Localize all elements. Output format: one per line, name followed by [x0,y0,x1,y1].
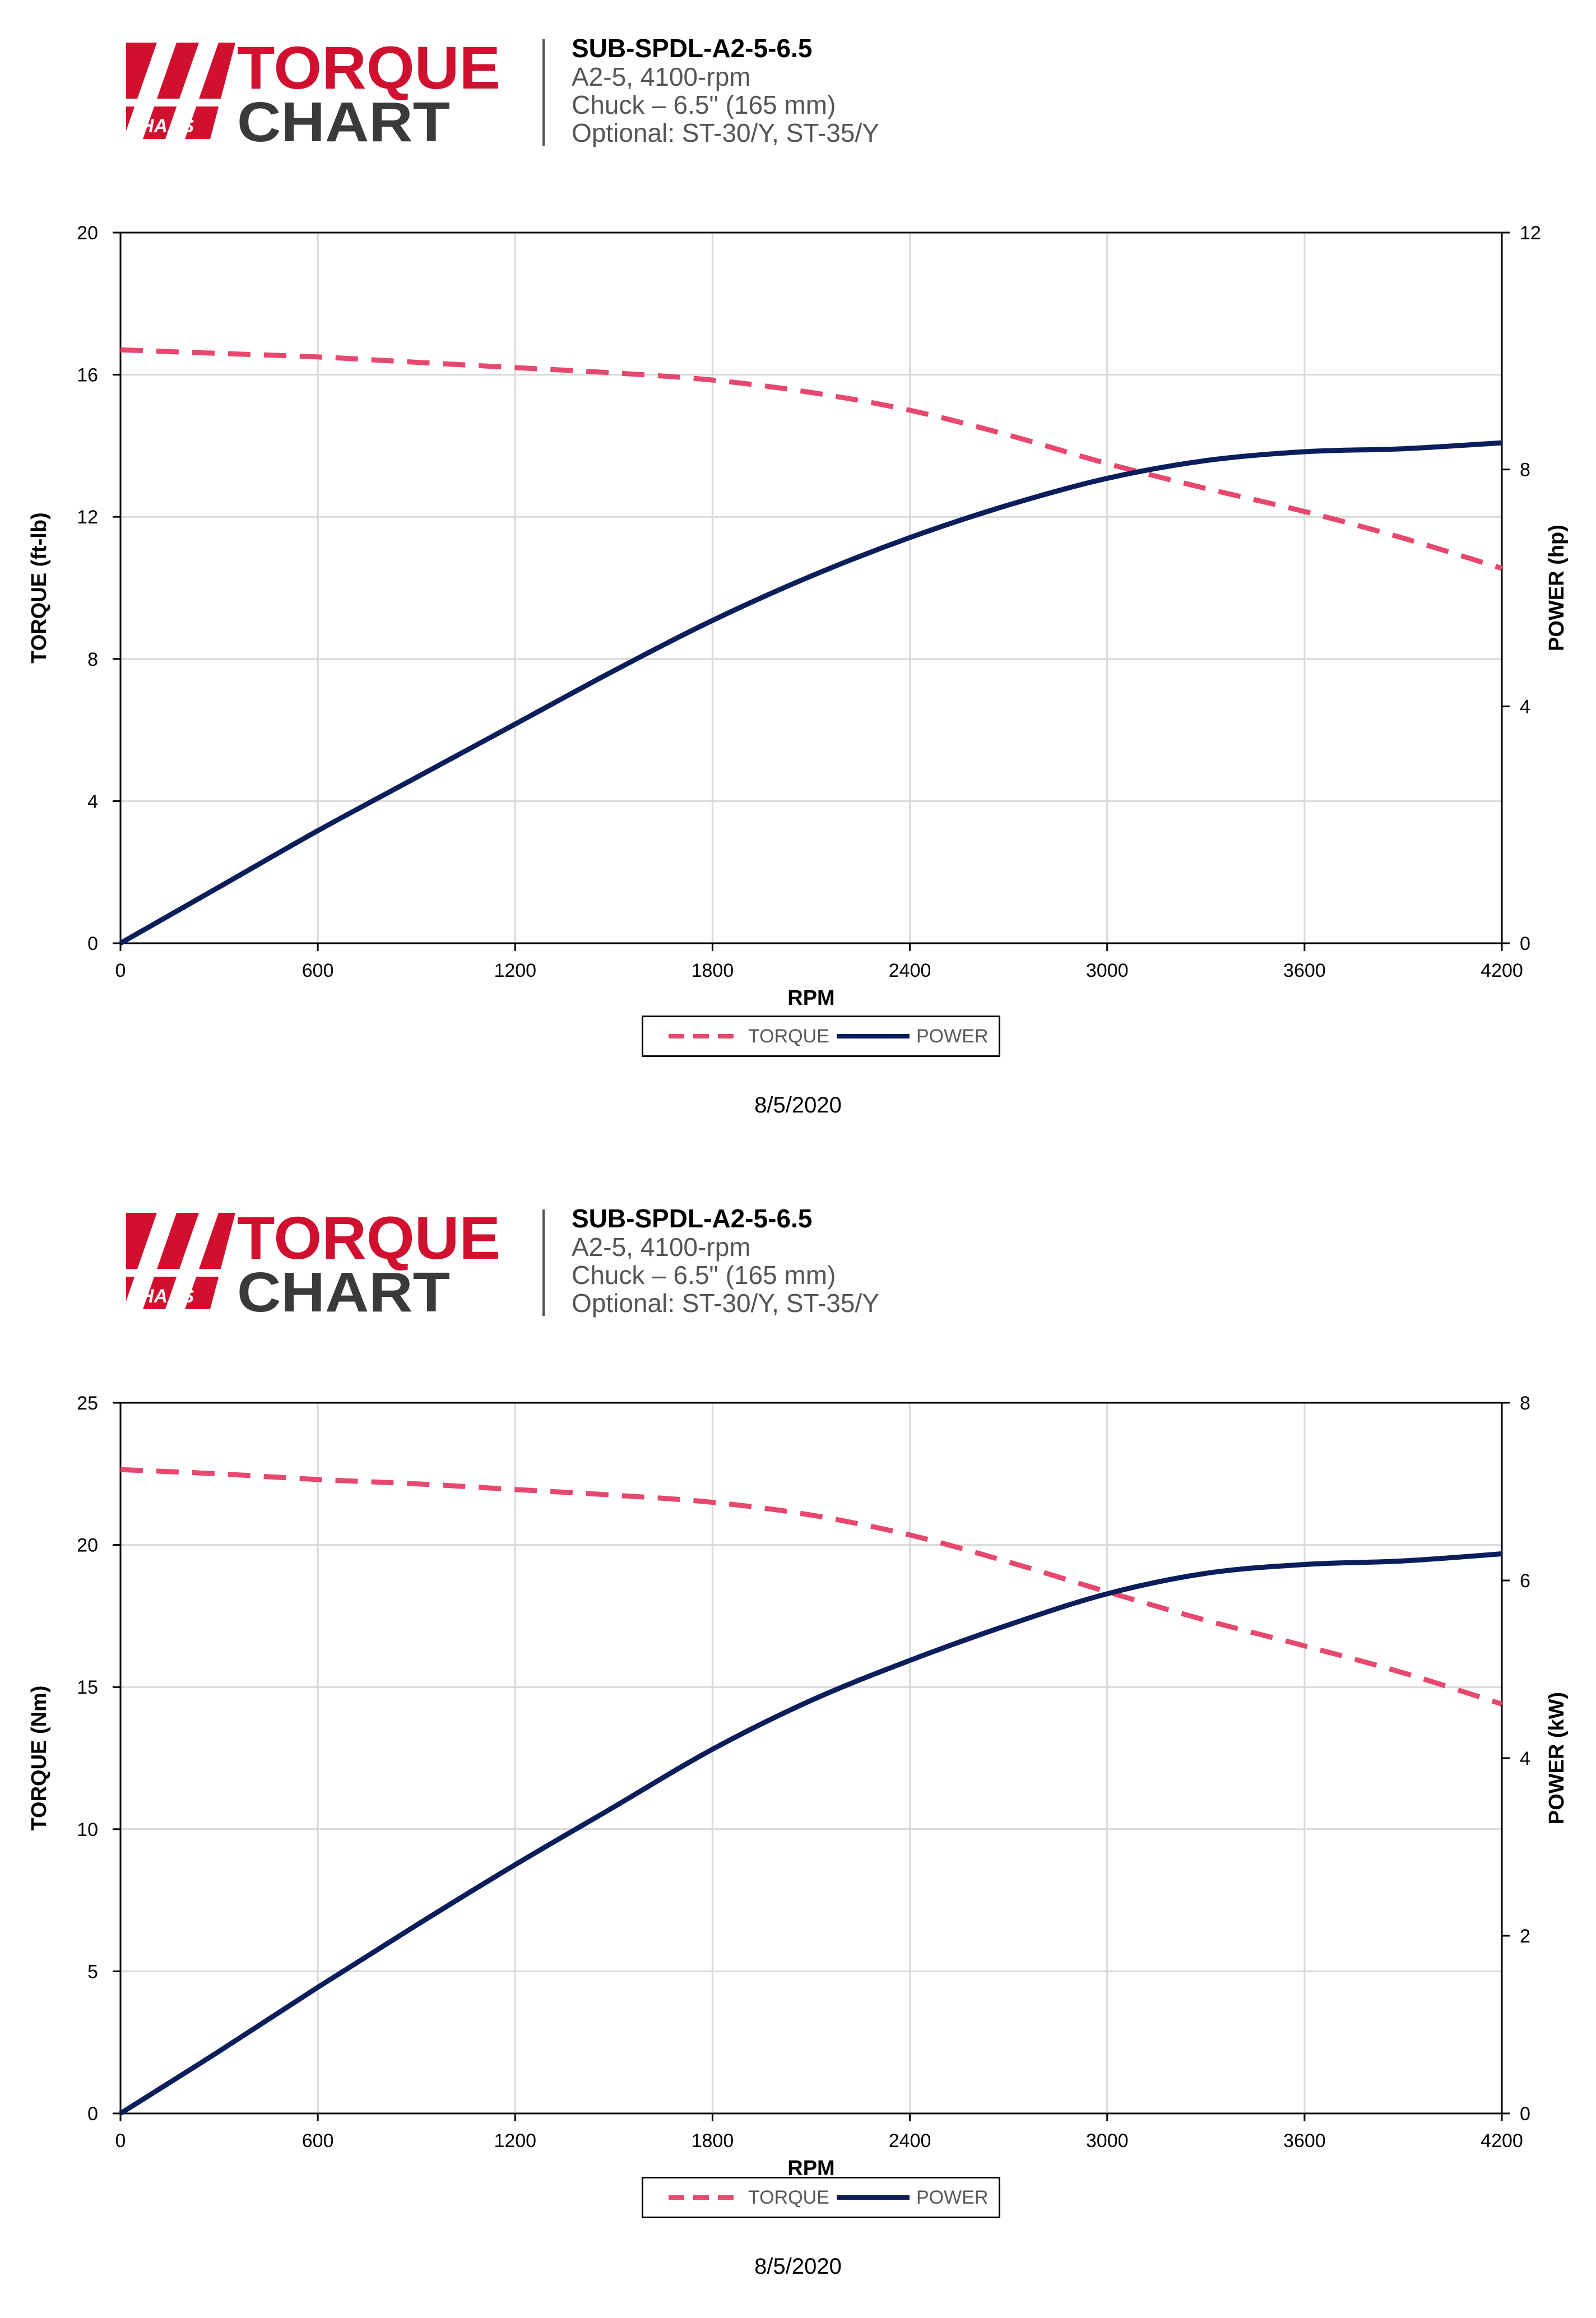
x-tick-label: 3000 [1086,2130,1129,2152]
y-tick-label: 15 [77,1677,98,1698]
plot-frame [119,231,1503,944]
legend-label-power: POWER [916,2186,989,2208]
legend-swatch-power [837,2195,910,2200]
legend-item-power: POWER [837,2178,988,2217]
header-divider [542,39,545,146]
y2-tick-label: 0 [1520,2103,1530,2125]
x-axis-label: RPM [787,2157,834,2180]
power-series-line [119,1551,1502,2116]
y-tick-label: 10 [77,1819,98,1841]
x-tick-label: 3600 [1283,960,1326,981]
y2-tick-label: 6 [1520,1570,1530,1592]
y2-tick-label: 2 [1520,1926,1530,1947]
logo-word-torque: TORQUE [237,34,500,101]
chart-date: 8/5/2020 [754,1093,842,1118]
plot-frame [119,1402,1503,2115]
y-tick-label: 5 [87,1961,98,1982]
y2-tick-label: 0 [1520,933,1530,954]
x-tick-label: 4200 [1481,960,1523,981]
y2-axis-label: POWER (kW) [1545,1692,1569,1824]
x-tick-label: 1800 [692,2130,734,2152]
x-tick-label: 1800 [692,960,734,981]
header-line-chuck: Chuck – 6.5" (165 mm) [572,90,836,119]
legend-swatch-torque [669,1034,741,1039]
y2-tick-label: 8 [1520,460,1530,481]
header-line-options: Optional: ST-30/Y, ST-35/Y [572,1288,879,1318]
legend-swatch-torque [669,2195,741,2200]
header-line-spindle: A2-5, 4100-rpm [572,62,751,91]
header-line-options: Optional: ST-30/Y, ST-35/Y [572,118,879,147]
chart-legend: TORQUE POWER [642,1016,1000,1057]
legend-item-torque: TORQUE [669,1017,829,1055]
torque-chart-panel-imperial: HAAS TORQUE CHART SUB-SPDL-A2-5-6.5 A2-5… [27,34,1569,1118]
header-line-spindle: A2-5, 4100-rpm [572,1232,751,1262]
torque-series-line [120,347,1503,571]
y-tick-label: 0 [87,933,98,954]
y-tick-label: 16 [77,365,98,386]
x-tick-label: 2400 [889,2130,931,2152]
logo-word-chart: CHART [237,1261,450,1318]
x-tick-label: 3000 [1086,960,1129,981]
y2-tick-label: 8 [1520,1393,1530,1414]
logo-word-torque: TORQUE [237,1204,500,1272]
y-tick-label: 8 [87,649,98,670]
y2-tick-label: 4 [1520,696,1530,717]
x-tick-label: 0 [115,2130,126,2152]
x-tick-label: 4200 [1481,2130,1523,2152]
haas-brand-text: HAAS [140,115,194,137]
header-line-chuck: Chuck – 6.5" (165 mm) [572,1260,836,1290]
x-axis-label: RPM [787,986,834,1010]
torque-chart-panel-metric: HAAS TORQUE CHART SUB-SPDL-A2-5-6.5 A2-5… [0,1170,1596,2318]
chart-plot-imperial: 0 600 1200 1800 2400 3000 3600 4200 0 4 8 12 16 20 0 4 8… [27,222,1569,1010]
haas-brand-text: HAAS [140,1286,194,1307]
x-tick-label: 0 [115,960,126,981]
logo-word-chart: CHART [237,91,450,148]
x-tick-label: 1200 [494,2130,536,2152]
chart-date: 8/5/2020 [754,2254,842,2279]
y-tick-label: 0 [87,2103,98,2125]
chart-plot-metric: 0 600 1200 1800 2400 3000 3600 4200 0 5 10 15 20 25 0 2… [27,1393,1569,2180]
y-axis-label: TORQUE (ft-lb) [27,512,51,663]
chart-legend: TORQUE POWER [642,2177,1000,2218]
y-axis-label: TORQUE (Nm) [27,1686,51,1831]
y-tick-label: 12 [77,507,98,528]
y2-axis-label: POWER (hp) [1545,525,1569,651]
y2-tick-label: 12 [1520,222,1541,244]
x-tick-label: 1200 [494,960,536,981]
y-tick-label: 25 [77,1393,98,1414]
torque-series-line [120,1467,1503,1707]
y-tick-label: 20 [77,1535,98,1556]
header-titleblock: SUB-SPDL-A2-5-6.5 A2-5, 4100-rpm Chuck –… [572,1204,1244,1317]
y-tick-label: 20 [77,222,98,244]
y2-tick-label: 4 [1520,1748,1530,1769]
haas-torque-chart-logo: HAAS TORQUE CHART [109,34,500,148]
model-title: SUB-SPDL-A2-5-6.5 [572,34,813,63]
x-tick-label: 3600 [1283,2130,1326,2152]
legend-label-power: POWER [916,1025,989,1047]
legend-item-power: POWER [837,1017,988,1055]
power-series-line [119,440,1502,945]
header-titleblock: SUB-SPDL-A2-5-6.5 A2-5, 4100-rpm Chuck –… [572,34,1244,147]
haas-torque-chart-logo: HAAS TORQUE CHART [109,1204,500,1318]
y-tick-label: 4 [87,791,98,812]
x-tick-label: 2400 [889,960,931,981]
legend-label-torque: TORQUE [748,2186,829,2208]
legend-item-torque: TORQUE [669,2178,829,2217]
legend-swatch-power [837,1034,910,1039]
x-tick-label: 600 [302,2130,334,2152]
legend-label-torque: TORQUE [748,1025,829,1047]
header-divider [542,1209,545,1316]
model-title: SUB-SPDL-A2-5-6.5 [572,1204,813,1233]
x-tick-label: 600 [302,960,334,981]
